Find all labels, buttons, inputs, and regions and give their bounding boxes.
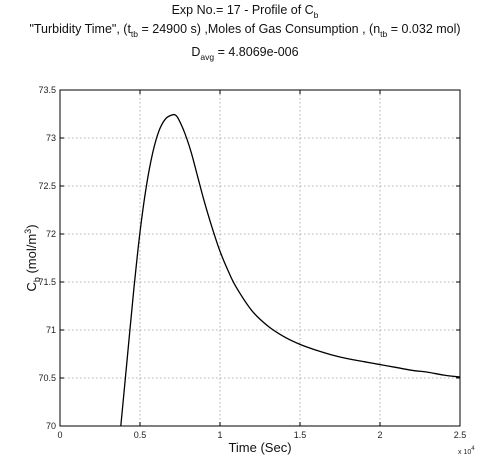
x-tick-label: 1.5 [294, 430, 307, 440]
y-tick-label: 72.5 [38, 181, 56, 191]
y-tick-label: 70.5 [38, 373, 56, 383]
title-line-1: Exp No.= 17 - Profile of Cb [172, 3, 319, 20]
chart-title: Exp No.= 17 - Profile of Cb "Turbidity Ti… [29, 3, 460, 62]
y-tick-label: 73.5 [38, 85, 56, 95]
title-line-2: "Turbidity Time", (ttb = 24900 s) ,Moles… [29, 22, 460, 39]
x-tick-label: 1 [217, 430, 222, 440]
title-line-3: Davg = 4.8069e-006 [191, 45, 298, 62]
x-axis-label: Time (Sec) [228, 440, 291, 455]
x-multiplier-label: x 104 [458, 446, 475, 456]
y-tick-label: 71 [46, 325, 56, 335]
y-tick-label: 73 [46, 133, 56, 143]
y-tick-label: 71.5 [38, 277, 56, 287]
series-line-1 [120, 113, 461, 427]
x-tick-label: 0.5 [134, 430, 147, 440]
x-tick-label: 2.5 [454, 430, 467, 440]
plot-frame [59, 89, 461, 427]
x-tick-label: 0 [57, 430, 62, 440]
grid [60, 90, 460, 426]
series [120, 113, 461, 427]
y-axis-label-text: Cb (mol/m3) [23, 224, 42, 291]
y-tick-labels: 70 70.5 71 71.5 72 72.5 73 73.5 [38, 85, 460, 431]
x-tick-label: 2 [377, 430, 382, 440]
y-axis-label: Cb (mol/m3) [23, 224, 42, 291]
y-tick-label: 72 [46, 229, 56, 239]
x-tick-labels: 0 0.5 1 1.5 2 2.5 [57, 90, 466, 440]
y-tick-label: 70 [46, 421, 56, 431]
x-multiplier: x 104 [458, 446, 475, 456]
